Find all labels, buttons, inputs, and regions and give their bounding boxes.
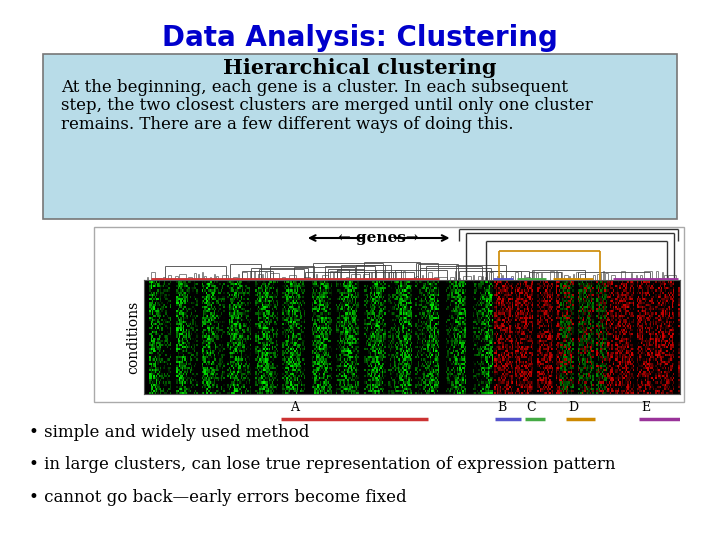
Text: B: B — [498, 401, 507, 414]
Text: Hierarchical clustering: Hierarchical clustering — [223, 58, 497, 78]
Text: At the beginning, each gene is a cluster. In each subsequent: At the beginning, each gene is a cluster… — [61, 79, 568, 96]
Text: D: D — [568, 401, 578, 414]
Text: • in large clusters, can lose true representation of expression pattern: • in large clusters, can lose true repre… — [29, 456, 616, 473]
Text: C: C — [527, 401, 536, 414]
Text: remains. There are a few different ways of doing this.: remains. There are a few different ways … — [61, 116, 513, 132]
Text: ← genes→: ← genes→ — [338, 231, 419, 245]
Text: A: A — [289, 401, 299, 414]
Text: • cannot go back—early errors become fixed: • cannot go back—early errors become fix… — [29, 489, 406, 505]
Text: E: E — [641, 401, 650, 414]
Text: step, the two closest clusters are merged until only one cluster: step, the two closest clusters are merge… — [61, 97, 593, 114]
FancyBboxPatch shape — [43, 54, 677, 219]
Y-axis label: conditions: conditions — [126, 301, 140, 374]
FancyBboxPatch shape — [94, 227, 684, 402]
Text: Data Analysis: Clustering: Data Analysis: Clustering — [162, 24, 558, 52]
Text: • simple and widely used method: • simple and widely used method — [29, 424, 309, 441]
